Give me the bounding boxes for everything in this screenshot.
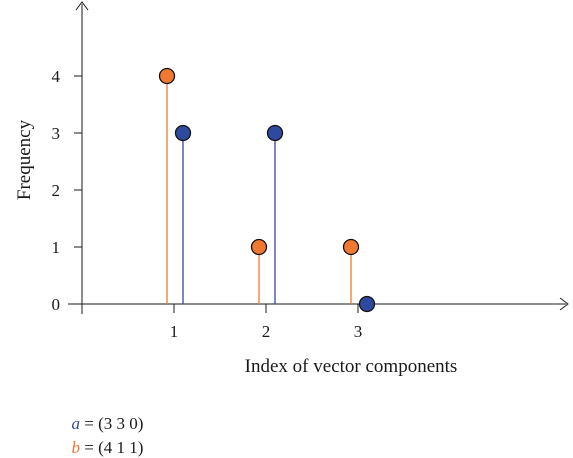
markers — [158, 67, 376, 313]
ticks: 0 1 2 3 4 1 2 3 — [52, 67, 363, 341]
axes — [68, 1, 569, 314]
x-tick-label: 1 — [170, 322, 179, 341]
legend-b-symbol: b — [71, 438, 81, 457]
marker-b-1 — [158, 67, 176, 85]
stem-chart: 0 1 2 3 4 1 2 3 Index of vector components Freq… — [14, 1, 569, 377]
legend-b: b = (4 1 1) — [63, 418, 144, 458]
legend-a-symbol: a — [71, 414, 81, 433]
legend-a-value: = (3 3 0) — [80, 414, 144, 433]
marker-a-3 — [358, 295, 376, 313]
y-tick-label: 0 — [52, 295, 61, 314]
y-tick-label: 2 — [52, 181, 61, 200]
legend-a: a = (3 3 0) — [63, 394, 144, 434]
y-tick-label: 4 — [52, 67, 61, 86]
marker-a-2 — [266, 124, 284, 142]
marker-b-3 — [342, 238, 360, 256]
legend-b-value: = (4 1 1) — [80, 438, 144, 457]
marker-b-2 — [250, 238, 268, 256]
x-tick-label: 3 — [354, 322, 363, 341]
x-tick-label: 2 — [262, 322, 271, 341]
x-axis-title: Index of vector components — [245, 356, 458, 377]
x-axis-arrow — [559, 297, 569, 311]
y-tick-label: 3 — [52, 124, 61, 143]
marker-a-1 — [174, 124, 192, 142]
y-axis-title: Frequency — [14, 119, 35, 200]
y-tick-label: 1 — [52, 238, 61, 257]
stems — [166, 76, 352, 304]
y-axis-arrow — [75, 1, 89, 11]
